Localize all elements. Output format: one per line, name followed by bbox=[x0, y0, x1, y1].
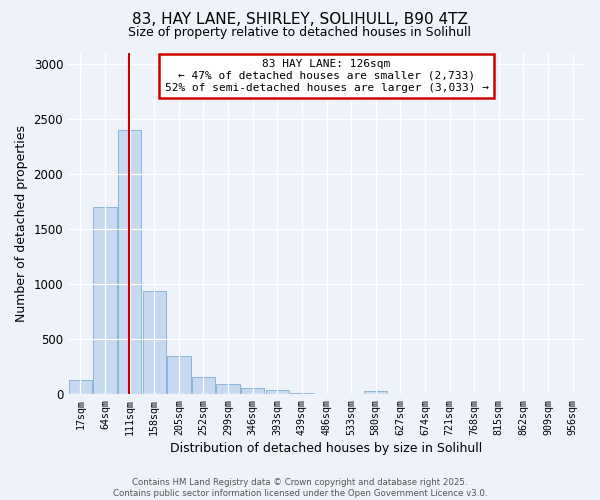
Text: 83 HAY LANE: 126sqm
← 47% of detached houses are smaller (2,733)
52% of semi-det: 83 HAY LANE: 126sqm ← 47% of detached ho… bbox=[164, 60, 488, 92]
Bar bbox=[143, 290, 166, 394]
Bar bbox=[167, 356, 191, 394]
Bar bbox=[364, 392, 388, 394]
Y-axis label: Number of detached properties: Number of detached properties bbox=[15, 125, 28, 322]
Text: 83, HAY LANE, SHIRLEY, SOLIHULL, B90 4TZ: 83, HAY LANE, SHIRLEY, SOLIHULL, B90 4TZ bbox=[132, 12, 468, 28]
Bar bbox=[241, 388, 265, 394]
Text: Contains HM Land Registry data © Crown copyright and database right 2025.
Contai: Contains HM Land Registry data © Crown c… bbox=[113, 478, 487, 498]
X-axis label: Distribution of detached houses by size in Solihull: Distribution of detached houses by size … bbox=[170, 442, 482, 455]
Bar bbox=[192, 377, 215, 394]
Bar bbox=[118, 130, 141, 394]
Text: Size of property relative to detached houses in Solihull: Size of property relative to detached ho… bbox=[128, 26, 472, 39]
Bar bbox=[266, 390, 289, 394]
Bar bbox=[68, 380, 92, 394]
Bar bbox=[93, 207, 116, 394]
Bar bbox=[217, 384, 240, 394]
